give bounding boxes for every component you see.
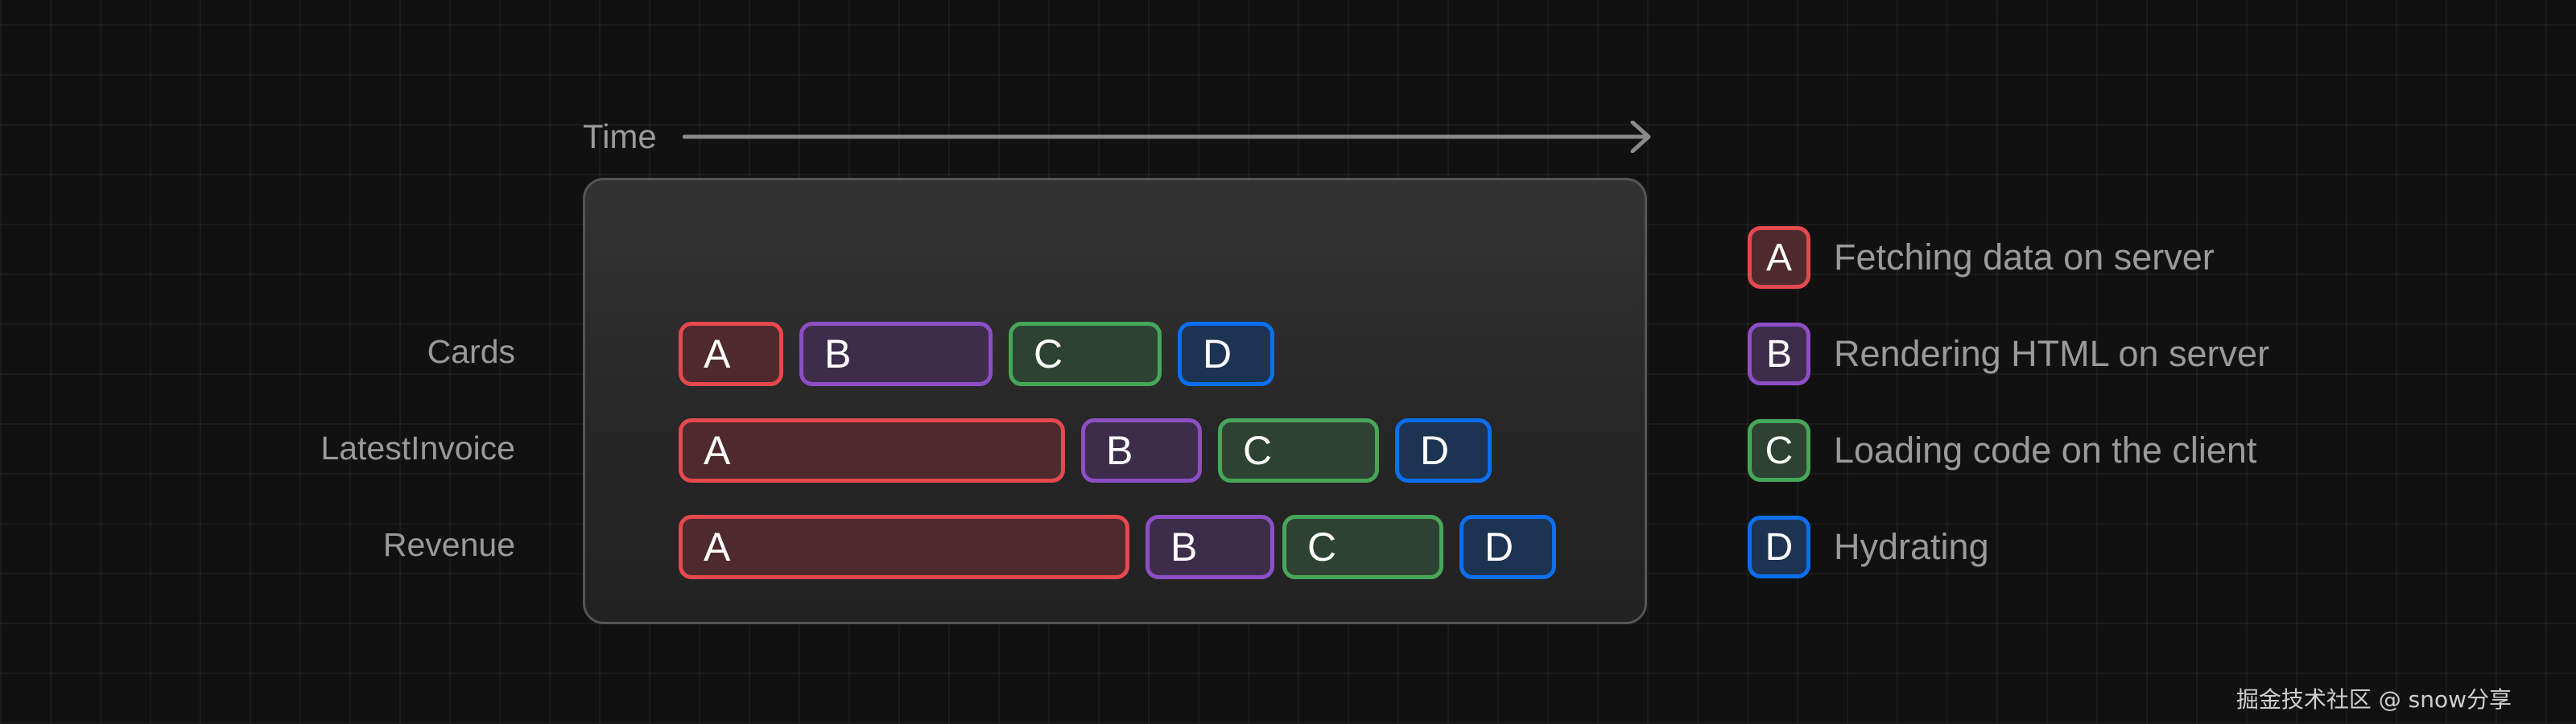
legend-swatch: C [1748,419,1810,482]
segment-a: A [679,322,783,386]
segment-d: D [1459,515,1556,579]
row-label: LatestInvoice [320,430,515,467]
segment-a: A [679,515,1129,579]
legend-label: Rendering HTML on server [1834,333,2270,374]
time-axis-label: Time [583,117,657,155]
segment-c: C [1282,515,1443,579]
legend-swatch: A [1748,226,1810,289]
legend-swatch: B [1748,323,1810,385]
segment-b: B [1146,515,1274,579]
time-arrow-icon [683,121,1651,153]
segment-d: D [1395,418,1492,483]
legend-label: Hydrating [1834,526,1989,567]
segment-b: B [799,322,993,386]
row-label: Revenue [382,526,515,563]
segment-a: A [679,418,1065,483]
legend-item: C Loading code on the client [1748,419,2256,482]
segment-d: D [1178,322,1274,386]
legend-label: Fetching data on server [1834,237,2215,278]
segment-b: B [1081,418,1202,483]
legend-item: B Rendering HTML on server [1748,323,2269,385]
legend-swatch: D [1748,516,1810,578]
segment-c: C [1218,418,1379,483]
row-label: Cards [427,333,515,370]
watermark: 掘金技术社区 @ snow分享 [2235,686,2512,713]
segment-c: C [1009,322,1162,386]
legend-label: Loading code on the client [1834,430,2257,471]
legend-item: D Hydrating [1748,516,1989,578]
legend-item: A Fetching data on server [1748,226,2215,289]
